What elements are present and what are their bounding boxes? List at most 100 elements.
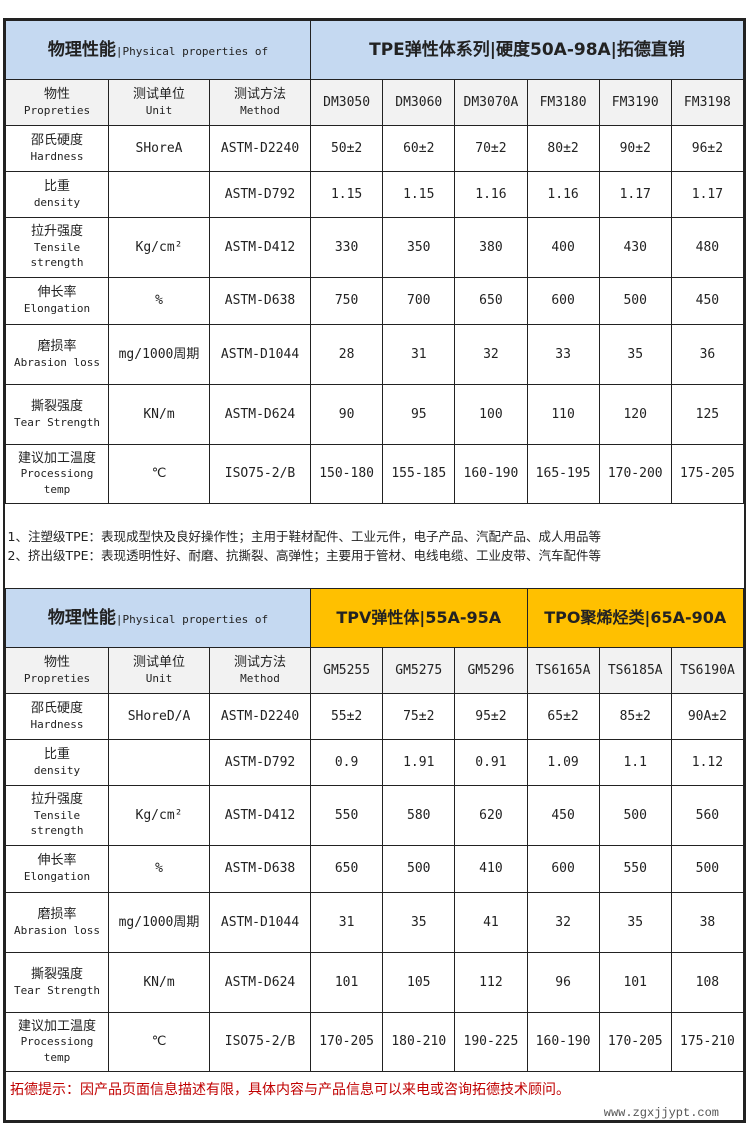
property-name: 撕裂强度 Tear Strength [5,384,109,445]
property-en: Tensile strength [30,240,84,270]
value-cell: 35 [598,324,672,385]
value-cell: 1.17 [598,171,672,218]
table-row: 邵氏硬度 Hardness SHoreD/A ASTM-D2240 55±2 75±2 95… [5,693,745,740]
property-cn: 伸长率 [37,853,77,869]
property-en: Hardness [30,149,84,163]
value-cell: 96±2 [670,125,745,172]
unit-cell: mg/1000周期 [108,892,210,953]
value-cell: 500 [598,785,672,846]
value-cell: 1.16 [526,171,600,218]
value-cell: 95±2 [454,693,528,740]
spec-table: 物理性能|Physical properties of TPE弹性体系列|硬度50… [4,20,745,1121]
unit-cell: ℃ [108,1012,210,1072]
grade-header: TS6185A [598,647,672,694]
property-cn: 建议加工温度 [17,450,96,466]
value-cell: 1.17 [670,171,745,218]
title-en: |Physical properties of [115,612,269,626]
property-en: Abrasion loss [13,923,101,937]
property-name: 比重 density [5,739,109,786]
property-cn: 建议加工温度 [17,1018,96,1034]
value-cell: 70±2 [454,125,528,172]
series-header: TPV弹性体|55A-95A [310,588,528,648]
unit-cell: mg/1000周期 [108,324,210,385]
value-cell: 580 [382,785,456,846]
grade-header: DM3070A [454,79,528,126]
property-en: density [33,195,81,209]
value-cell: 170-205 [310,1012,384,1072]
value-cell: 101 [310,952,384,1013]
header-property: 物性 Propreties [5,79,109,126]
property-name: 伸长率 Elongation [5,277,109,325]
value-cell: 28 [310,324,384,385]
method-cell: ASTM-D792 [208,739,312,786]
value-cell: 1.91 [382,739,456,786]
header-method: 测试方法 Method [208,647,312,694]
table-row: 磨损率 Abrasion loss mg/1000周期 ASTM-D1044 28 31 3… [5,324,745,385]
notes: 1、注塑级TPE：表现成型快及良好操作性；主用于鞋材配件、工业元件，电子产品、汽… [5,503,744,589]
value-cell: 1.09 [526,739,600,786]
note-line: 2、挤出级TPE：表现透明性好、耐磨、抗撕裂、高弹性；主要用于管材、电线电缆、工… [7,548,602,563]
property-en: Propreties [23,103,91,117]
property-en: Tear Strength [13,983,101,997]
method-cell: ISO75-2/B [208,444,312,504]
value-cell: 350 [382,217,456,278]
grade-header: FM3190 [598,79,672,126]
column-header-row: 物性 Propreties 测试单位 Unit 测试方法 Method GM5255 GM52… [5,647,745,694]
value-cell: 560 [670,785,745,846]
value-cell: 38 [670,892,745,953]
series-header: TPO聚烯烃类|65A-90A [526,588,744,648]
property-name: 比重 density [5,171,109,218]
value-cell: 700 [382,277,456,325]
property-cn: 磨损率 [37,906,77,922]
value-cell: 32 [526,892,600,953]
table-row: 伸长率 Elongation% ASTM-D638 750 700 650 600 500 45… [5,277,745,325]
method-cell: ASTM-D638 [208,845,312,893]
method-cell: ASTM-D2240 [208,693,312,740]
value-cell: 90A±2 [670,693,745,740]
unit-cell: % [108,845,210,893]
property-cn: 撕裂强度 [30,966,83,982]
unit-cell: Kg/cm² [108,217,210,278]
property-name: 建议加工温度 Processiong temp [5,1012,109,1072]
property-en: Elongation [23,870,91,883]
title-en: |Physical properties of [115,44,269,58]
value-cell: 31 [310,892,384,953]
footer-tip-text: 拓德提示：因产品页面信息描述有限，具体内容与产品信息可以来电或咨询拓德技术顾问。 [10,1082,570,1098]
value-cell: 550 [310,785,384,846]
property-name: 拉升强度 Tensile strength [5,785,109,846]
value-cell: 170-205 [598,1012,672,1072]
value-cell: 175-205 [670,444,745,504]
value-cell: 380 [454,217,528,278]
grade-header: GM5296 [454,647,528,694]
property-en: Propreties [23,671,91,685]
value-cell: 600 [526,845,600,893]
value-cell: 80±2 [526,125,600,172]
property-cn: 物性 [43,654,70,670]
value-cell: 100 [454,384,528,445]
value-cell: 175-210 [670,1012,745,1072]
table-row: 磨损率 Abrasion loss mg/1000周期 ASTM-D1044 31 35 4… [5,892,745,953]
table-title: 物理性能|Physical properties of [4,20,312,80]
table-title: 物理性能|Physical properties of [4,588,312,648]
value-cell: 155-185 [382,444,456,504]
unit-en: Unit [145,103,173,117]
value-cell: 1.16 [454,171,528,218]
table-row: 撕裂强度 Tear Strength KN/m ASTM-D624 90 95 100 110… [5,384,745,445]
method-cell: ASTM-D1044 [208,892,312,953]
method-cell: ISO75-2/B [208,1012,312,1072]
value-cell: 0.91 [454,739,528,786]
series-header: TPE弹性体系列|硬度50A-98A|拓德直销 [310,20,744,80]
unit-cell: ℃ [108,444,210,504]
column-header-row: 物性 Propreties 测试单位 Unit 测试方法 Method DM3050 DM30… [5,79,745,126]
value-cell: 65±2 [526,693,600,740]
value-cell: 480 [670,217,745,278]
value-cell: 31 [382,324,456,385]
value-cell: 550 [598,845,672,893]
value-cell: 500 [598,277,672,325]
property-cn: 物性 [43,86,70,102]
value-cell: 190-225 [454,1012,528,1072]
value-cell: 170-200 [598,444,672,504]
table-row: 建议加工温度 Processiong temp ℃ ISO75-2/B 150-180 1… [5,444,745,504]
notes-row: 1、注塑级TPE：表现成型快及良好操作性；主用于鞋材配件、工业元件，电子产品、汽… [5,503,744,589]
unit-en: Unit [145,671,173,685]
